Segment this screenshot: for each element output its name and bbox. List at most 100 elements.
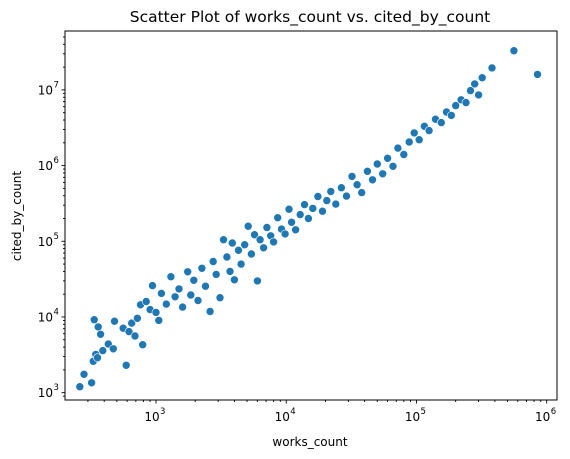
data-point	[109, 344, 118, 354]
data-point	[201, 281, 210, 291]
data-point	[148, 281, 157, 290]
data-point	[284, 204, 294, 214]
y-tick-label: 10	[38, 235, 53, 249]
x-tick-exponent: 4	[290, 407, 295, 417]
data-point	[157, 289, 166, 298]
data-point	[151, 308, 161, 317]
data-point	[280, 229, 290, 239]
data-point	[205, 307, 215, 316]
data-point	[255, 235, 265, 244]
y-tick-exponent: 4	[54, 307, 59, 317]
data-point	[451, 101, 461, 110]
data-point	[141, 297, 151, 306]
data-point	[243, 221, 253, 231]
data-point	[174, 284, 184, 294]
y-tick-label: 10	[38, 83, 53, 97]
data-point	[331, 199, 341, 209]
data-points	[75, 46, 542, 392]
data-point	[326, 187, 336, 196]
data-point	[193, 296, 203, 305]
data-point	[363, 167, 372, 176]
data-point	[110, 316, 119, 326]
data-point	[295, 210, 305, 219]
y-tick-exponent: 3	[54, 383, 59, 393]
data-point	[409, 128, 419, 138]
data-point	[219, 235, 228, 244]
data-point	[127, 318, 136, 328]
x-axis-label: works_count	[272, 435, 347, 449]
data-point	[162, 299, 171, 309]
data-point	[287, 218, 296, 227]
data-point	[509, 46, 519, 56]
data-point	[352, 180, 362, 189]
data-point	[383, 154, 392, 163]
data-point	[337, 183, 346, 192]
data-point	[262, 223, 272, 232]
data-point	[225, 267, 235, 276]
y-tick-exponent: 5	[54, 232, 59, 242]
data-point	[399, 150, 409, 159]
data-point	[347, 172, 357, 181]
data-point	[154, 316, 164, 325]
data-point	[228, 238, 237, 248]
data-point	[215, 293, 225, 303]
data-point	[166, 272, 176, 282]
x-tick-label: 10	[275, 410, 290, 424]
data-point	[273, 213, 283, 222]
data-point	[133, 313, 142, 323]
data-point	[124, 327, 134, 336]
data-point	[378, 169, 388, 179]
data-point	[304, 214, 313, 223]
data-point	[477, 73, 487, 82]
data-point	[291, 225, 300, 235]
data-point	[300, 200, 309, 209]
data-point	[186, 290, 196, 300]
y-tick-exponent: 6	[54, 156, 59, 166]
x-tick-exponent: 6	[551, 407, 556, 417]
data-point	[388, 162, 398, 171]
data-point	[357, 188, 367, 197]
data-point	[240, 240, 249, 249]
data-point	[234, 246, 243, 255]
data-point	[322, 196, 332, 205]
y-axis-label: cited_by_count	[10, 171, 24, 262]
data-point	[75, 382, 85, 392]
y-tick-label: 10	[38, 386, 53, 400]
data-point	[393, 143, 403, 153]
data-point	[208, 257, 218, 266]
data-point	[189, 275, 199, 285]
data-point	[466, 86, 475, 95]
y-tick-label: 10	[38, 159, 53, 173]
data-point	[93, 322, 103, 332]
data-point	[93, 353, 102, 363]
x-tick-exponent: 5	[420, 407, 425, 417]
data-point	[138, 340, 147, 350]
data-point	[98, 346, 108, 355]
data-point	[436, 118, 446, 127]
data-point	[470, 79, 480, 89]
data-point	[446, 111, 456, 120]
data-point	[404, 137, 414, 147]
data-point	[487, 63, 497, 73]
data-point	[211, 270, 221, 279]
data-point	[222, 252, 232, 262]
data-point	[247, 249, 256, 259]
data-point	[368, 175, 377, 185]
data-point	[259, 243, 268, 253]
data-point	[318, 206, 327, 216]
y-tick-exponent: 7	[54, 80, 59, 90]
data-point	[313, 192, 323, 201]
y-tick-label: 10	[38, 310, 53, 324]
data-point	[79, 369, 89, 379]
data-point	[414, 135, 424, 144]
x-axis: 10 3 10 4 10 5 10 6	[87, 400, 556, 424]
data-point	[461, 98, 471, 107]
x-tick-label: 10	[144, 410, 159, 424]
x-tick-label: 10	[405, 410, 420, 424]
data-point	[121, 360, 131, 370]
data-point	[230, 275, 239, 285]
x-tick-label: 10	[535, 410, 550, 424]
data-point	[533, 70, 542, 79]
